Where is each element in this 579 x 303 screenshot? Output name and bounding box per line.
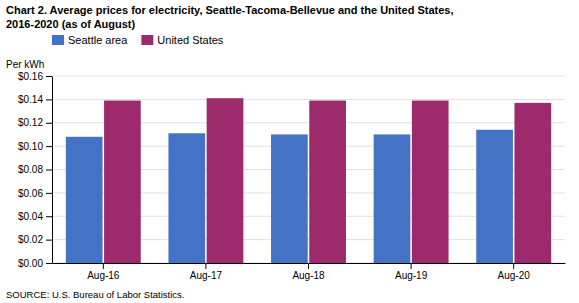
y-tick-label: $0.10	[18, 141, 43, 152]
x-tick: Aug-17	[190, 263, 223, 281]
chart-svg: Chart 2. Average prices for electricity,…	[0, 0, 579, 303]
y-tick: $0.16	[18, 71, 52, 82]
x-axis: Aug-16 Aug-17 Aug-18 Aug-19 Aug-20	[53, 263, 566, 281]
bar	[374, 134, 411, 263]
bar	[104, 101, 141, 263]
bar	[207, 98, 244, 263]
x-tick-label: Aug-20	[498, 270, 531, 281]
legend-item: United States	[141, 34, 224, 46]
y-tick-mark	[46, 146, 52, 147]
bar	[514, 103, 551, 263]
y-axis: $0.00 $0.02 $0.04 $0.06 $0.08 $0.10 $0.12 $0.14…	[18, 71, 53, 269]
x-tick-mark	[103, 263, 104, 269]
x-tick: Aug-19	[395, 263, 428, 281]
grid	[52, 76, 565, 263]
plot-area: $0.00 $0.02 $0.04 $0.06 $0.08 $0.10 $0.12 $0.14…	[18, 71, 566, 281]
y-tick-label: $0.08	[18, 164, 43, 175]
y-tick-label: $0.02	[18, 234, 43, 245]
bars	[66, 98, 551, 263]
bar	[66, 137, 103, 263]
y-tick-label: $0.00	[18, 258, 43, 269]
y-tick-mark	[46, 123, 52, 124]
y-tick: $0.02	[18, 234, 52, 245]
x-tick-label: Aug-17	[190, 270, 223, 281]
y-tick-mark	[46, 216, 52, 217]
y-tick-mark	[46, 76, 52, 77]
legend-label: United States	[157, 34, 224, 46]
y-tick: $0.04	[18, 211, 52, 222]
grid-line	[52, 76, 565, 77]
y-axis-line	[52, 77, 53, 264]
x-tick-mark	[411, 263, 412, 269]
bar	[412, 101, 449, 263]
grid-line	[52, 99, 565, 100]
legend: Seattle area United States	[52, 34, 224, 46]
y-tick-mark	[46, 170, 52, 171]
bar	[476, 130, 513, 263]
x-tick-mark	[513, 263, 514, 269]
bar-series	[104, 98, 551, 263]
y-tick-label: $0.06	[18, 188, 43, 199]
y-tick: $0.14	[18, 94, 52, 105]
y-tick: $0.00	[18, 258, 52, 269]
x-tick: Aug-18	[292, 263, 325, 281]
subtitle: 2016-2020 (as of August)	[6, 18, 136, 30]
y-tick-mark	[46, 99, 52, 100]
y-tick-mark	[46, 263, 52, 264]
x-tick-label: Aug-19	[395, 270, 428, 281]
y-tick: $0.10	[18, 141, 52, 152]
x-tick: Aug-20	[498, 263, 531, 281]
y-tick-mark	[46, 193, 52, 194]
y-tick: $0.08	[18, 164, 52, 175]
legend-swatch	[141, 35, 153, 45]
y-tick: $0.06	[18, 188, 52, 199]
x-tick: Aug-16	[87, 263, 120, 281]
x-tick-mark	[205, 263, 206, 269]
bar	[309, 101, 346, 263]
title: Chart 2. Average prices for electricity,…	[6, 4, 453, 16]
y-tick-label: $0.14	[18, 94, 43, 105]
x-tick-label: Aug-18	[292, 270, 325, 281]
x-tick-mark	[308, 263, 309, 269]
legend-swatch	[52, 35, 64, 45]
y-tick-label: $0.04	[18, 211, 43, 222]
x-tick-label: Aug-16	[87, 270, 120, 281]
y-tick: $0.12	[18, 117, 52, 128]
bar	[271, 134, 308, 263]
legend-label: Seattle area	[68, 34, 128, 46]
y-tick-label: $0.12	[18, 117, 43, 128]
y-tick-mark	[46, 240, 52, 241]
y-tick-label: $0.16	[18, 71, 43, 82]
chart-container: Chart 2. Average prices for electricity,…	[0, 0, 579, 303]
bar	[168, 133, 205, 263]
annotation: SOURCE: U.S. Bureau of Labor Statistics.	[6, 289, 184, 300]
y-axis-label: Per kWh	[6, 59, 44, 70]
legend-item: Seattle area	[52, 34, 128, 46]
